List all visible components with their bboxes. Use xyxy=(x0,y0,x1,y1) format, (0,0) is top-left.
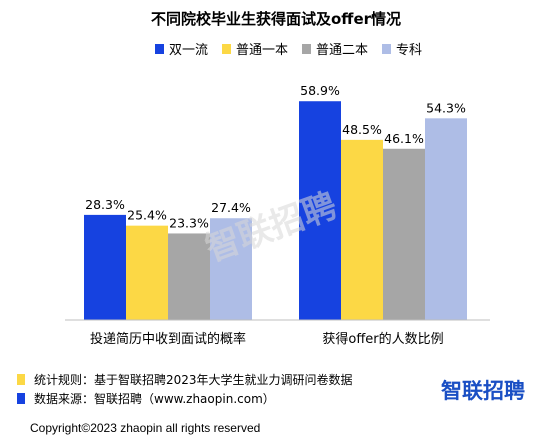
bar-0-0 xyxy=(84,214,126,320)
legend-label-3: 专科 xyxy=(396,43,422,58)
chart-title: 不同院校毕业生获得面试及offer情况 xyxy=(151,10,401,28)
legend: 双一流 普通一本 普通二本 专科 xyxy=(155,43,422,58)
bar-label-1-2: 46.1% xyxy=(384,131,424,146)
bar-label-0-1: 25.4% xyxy=(127,208,167,223)
bar-label-1-3: 54.3% xyxy=(426,100,466,115)
bar-1-1 xyxy=(341,139,383,320)
category-label-0: 投递简历中收到面试的概率 xyxy=(90,331,246,347)
zhaopin-logo: 智联招聘 xyxy=(441,379,525,403)
legend-swatch-3 xyxy=(382,44,391,54)
bars xyxy=(84,101,467,320)
legend-swatch-1 xyxy=(222,44,231,54)
copyright: Copyright©2023 zhaopin all rights reserv… xyxy=(30,421,260,435)
bar-label-0-0: 28.3% xyxy=(85,197,125,212)
category-label-1: 获得offer的人数比例 xyxy=(322,331,443,347)
bar-0-3 xyxy=(210,218,252,320)
legend-swatch-0 xyxy=(155,44,164,54)
bar-label-1-0: 58.9% xyxy=(300,83,340,98)
legend-swatch-2 xyxy=(302,44,311,54)
footer-note: 统计规则：基于智联招聘2023年大学生就业力调研问卷数据 xyxy=(34,372,353,387)
note-marker xyxy=(17,374,25,385)
bar-label-0-3: 27.4% xyxy=(211,200,251,215)
bar-1-0 xyxy=(299,101,341,320)
bar-0-2 xyxy=(168,233,210,320)
bar-label-0-2: 23.3% xyxy=(169,215,209,230)
bar-1-2 xyxy=(383,148,425,320)
bar-label-1-1: 48.5% xyxy=(342,122,382,137)
bar-1-3 xyxy=(425,118,467,320)
footer-source: 数据来源：智联招聘（www.zhaopin.com） xyxy=(34,391,275,406)
source-marker xyxy=(17,393,25,404)
bar-labels: 28.3%25.4%23.3%27.4% 58.9% 48.5%46.1% 54.3% xyxy=(85,83,466,230)
legend-label-0: 双一流 xyxy=(169,43,208,58)
legend-label-2: 普通二本 xyxy=(316,43,368,58)
legend-label-1: 普通一本 xyxy=(236,43,288,58)
bar-0-1 xyxy=(126,225,168,320)
category-labels: 投递简历中收到面试的概率 获得offer的人数比例 xyxy=(90,331,444,347)
